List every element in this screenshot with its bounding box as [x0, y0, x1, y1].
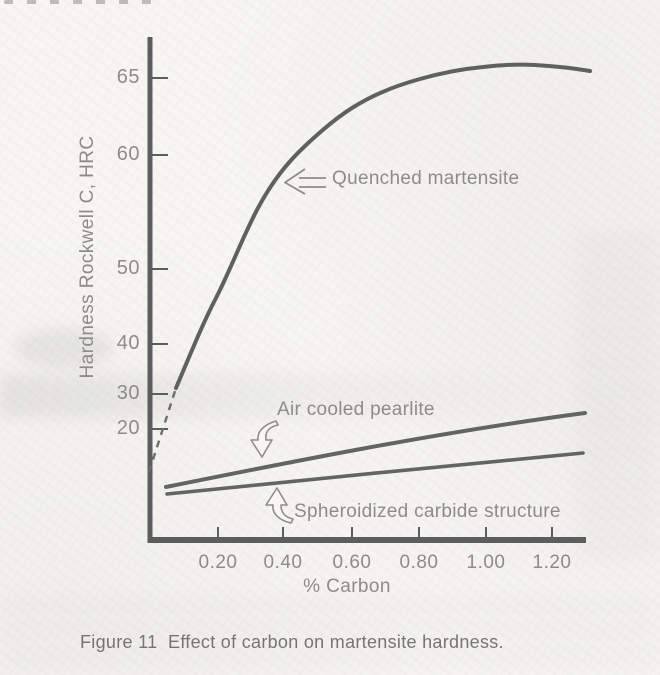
left-arrow-icon — [284, 168, 326, 195]
martensite-curve — [174, 62, 592, 390]
x-tick-label: 0.80 — [399, 552, 439, 573]
x-tick-label: 1.20 — [532, 552, 572, 573]
x-tick-marks — [217, 527, 553, 538]
spheroidized-curve — [165, 451, 585, 496]
annotation-spheroidized-carbide: Spheroidized carbide structure — [294, 501, 561, 522]
y-axis-title: Hardness Rockwell C, HRC — [77, 135, 98, 379]
x-tick-label: 0.20 — [198, 552, 238, 573]
x-tick-label: 0.40 — [263, 552, 303, 573]
curved-down-arrow-icon — [250, 420, 279, 458]
annotation-quenched-martensite: Quenched martensite — [332, 168, 520, 189]
y-tick-label: 50 — [116, 257, 140, 280]
martensite-dashed-extrapolation — [147, 387, 178, 473]
x-tick-label: 0.60 — [332, 552, 372, 573]
x-axis-title: % Carbon — [303, 576, 391, 597]
pearlite-curve — [164, 411, 587, 489]
y-tick-label: 30 — [116, 382, 140, 405]
y-tick-label: 65 — [116, 66, 140, 89]
annotation-air-cooled-pearlite: Air cooled pearlite — [277, 399, 435, 420]
curved-up-arrow-icon — [265, 487, 294, 524]
y-tick-marks — [152, 77, 168, 430]
y-tick-label: 40 — [116, 332, 140, 355]
x-tick-label: 1.00 — [466, 552, 506, 573]
y-tick-label: 20 — [116, 417, 140, 440]
figure-caption: Figure 11 Effect of carbon on martensite… — [80, 632, 504, 652]
y-tick-label: 60 — [116, 143, 140, 166]
axes — [147, 37, 586, 543]
